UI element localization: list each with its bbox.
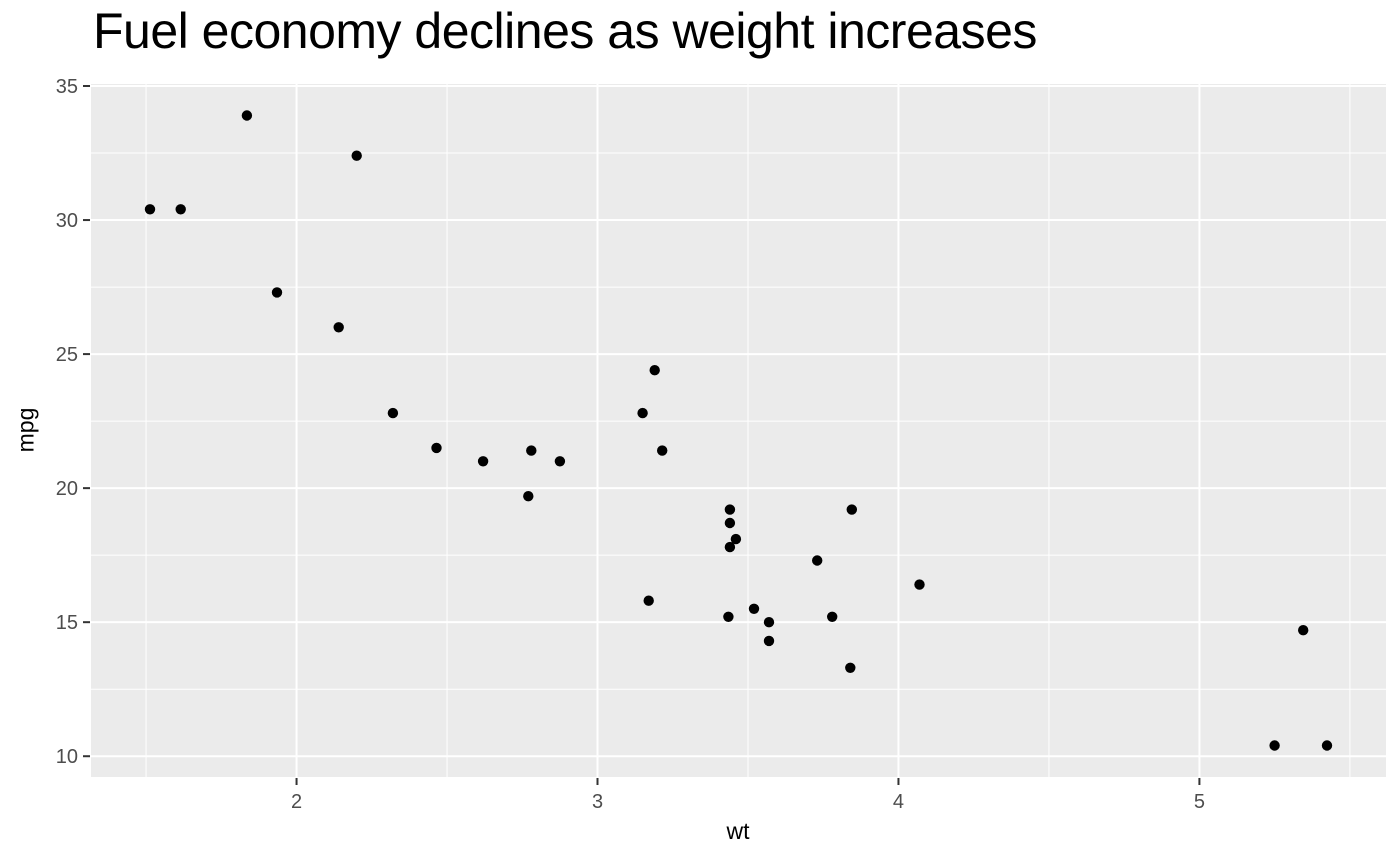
data-point bbox=[526, 445, 537, 456]
data-point bbox=[554, 456, 566, 467]
data-point bbox=[1298, 625, 1309, 636]
data-point bbox=[730, 533, 742, 545]
y-axis-title: mpg bbox=[12, 407, 39, 453]
y-tick-label: 25 bbox=[56, 344, 78, 366]
plot-title: Fuel economy declines as weight increase… bbox=[93, 3, 1037, 59]
data-point bbox=[387, 407, 399, 419]
data-point bbox=[431, 442, 442, 454]
data-point bbox=[827, 611, 838, 622]
y-tick-label: 35 bbox=[56, 76, 78, 98]
data-point bbox=[477, 456, 489, 467]
data-point bbox=[812, 555, 823, 566]
data-point bbox=[723, 611, 734, 622]
data-point bbox=[1269, 740, 1280, 751]
data-point bbox=[748, 603, 760, 614]
x-tick-label: 5 bbox=[1194, 791, 1205, 813]
data-point bbox=[144, 204, 156, 215]
data-point bbox=[724, 517, 736, 529]
data-point bbox=[845, 662, 856, 673]
y-tick-label: 20 bbox=[56, 478, 78, 500]
data-point bbox=[271, 287, 283, 298]
data-point bbox=[724, 541, 736, 553]
data-point bbox=[333, 322, 344, 333]
data-point bbox=[763, 617, 775, 628]
data-point bbox=[637, 407, 648, 419]
data-point bbox=[649, 365, 660, 376]
x-axis-title: wt bbox=[726, 818, 750, 844]
y-tick-label: 10 bbox=[56, 746, 78, 768]
data-point bbox=[241, 110, 253, 121]
data-point bbox=[657, 445, 668, 456]
panel-background bbox=[91, 84, 1386, 777]
data-point bbox=[1321, 740, 1333, 751]
y-tick-label: 15 bbox=[56, 612, 78, 634]
x-tick-label: 2 bbox=[291, 791, 302, 813]
x-tick-label: 3 bbox=[592, 791, 603, 813]
y-tick-label: 30 bbox=[56, 210, 78, 232]
x-tick-label: 4 bbox=[893, 791, 904, 813]
data-point bbox=[763, 635, 775, 647]
data-point bbox=[175, 204, 186, 215]
data-point bbox=[846, 504, 857, 515]
data-point bbox=[914, 579, 925, 590]
data-point bbox=[643, 595, 654, 606]
data-point bbox=[523, 491, 534, 502]
data-point bbox=[724, 504, 736, 515]
data-point bbox=[351, 150, 362, 161]
